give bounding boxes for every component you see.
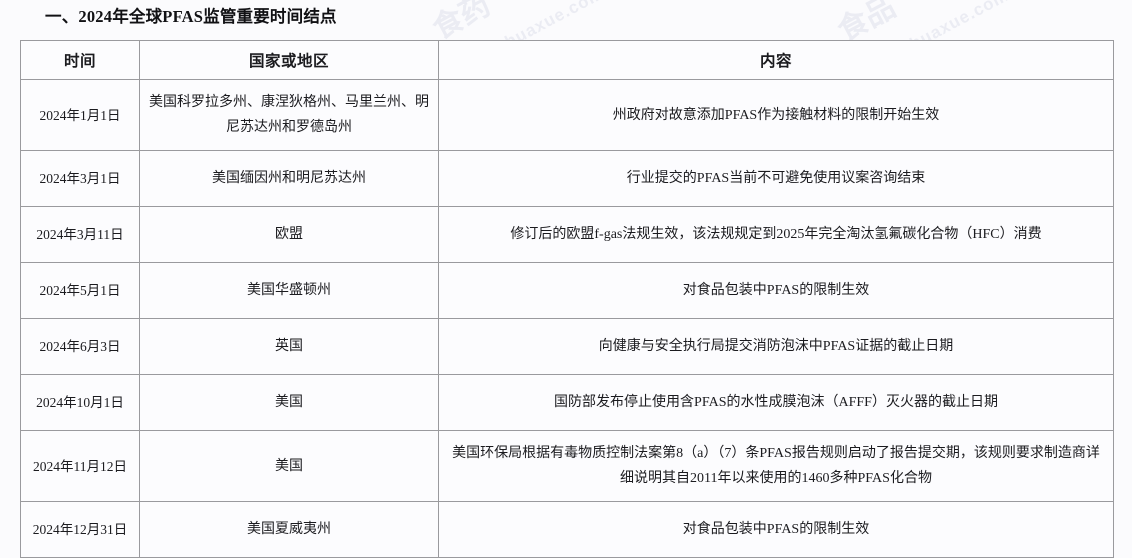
table-row: 2024年12月31日 美国夏威夷州 对食品包装中PFAS的限制生效 [20,501,1114,558]
cell-content: 向健康与安全执行局提交消防泡沫中PFAS证据的截止日期 [438,318,1114,375]
cell-region: 美国缅因州和明尼苏达州 [139,150,439,207]
pfas-regulation-timeline-table: 时间 国家或地区 内容 2024年1月1日 美国科罗拉多州、康涅狄格州、马里兰州… [20,40,1114,558]
table-row: 2024年5月1日 美国华盛顿州 对食品包装中PFAS的限制生效 [20,262,1114,319]
table-row: 2024年10月1日 美国 国防部发布停止使用含PFAS的水性成膜泡沫（AFFF… [20,374,1114,431]
cell-time: 2024年3月1日 [20,150,140,207]
cell-content: 国防部发布停止使用含PFAS的水性成膜泡沫（AFFF）灭火器的截止日期 [438,374,1114,431]
cell-content: 行业提交的PFAS当前不可避免使用议案咨询结束 [438,150,1114,207]
cell-content: 美国环保局根据有毒物质控制法案第8（a）（7）条PFAS报告规则启动了报告提交期… [438,430,1114,502]
cell-content: 对食品包装中PFAS的限制生效 [438,501,1114,558]
table-header: 时间 国家或地区 内容 [20,40,1114,80]
cell-time: 2024年1月1日 [20,79,140,151]
table-row: 2024年11月12日 美国 美国环保局根据有毒物质控制法案第8（a）（7）条P… [20,430,1114,502]
cell-time: 2024年11月12日 [20,430,140,502]
cell-time: 2024年6月3日 [20,318,140,375]
cell-region: 美国 [139,430,439,502]
cell-region: 美国夏威夷州 [139,501,439,558]
cell-content: 州政府对故意添加PFAS作为接触材料的限制开始生效 [438,79,1114,151]
cell-time: 2024年12月31日 [20,501,140,558]
cell-content: 修订后的欧盟f-gas法规生效，该法规规定到2025年完全淘汰氢氟碳化合物（HF… [438,206,1114,263]
cell-time: 2024年10月1日 [20,374,140,431]
cell-region: 美国 [139,374,439,431]
column-header-region: 国家或地区 [139,40,439,80]
column-header-time: 时间 [20,40,140,80]
cell-content: 对食品包装中PFAS的限制生效 [438,262,1114,319]
table-row: 2024年3月1日 美国缅因州和明尼苏达州 行业提交的PFAS当前不可避免使用议… [20,150,1114,207]
table-container: 时间 国家或地区 内容 2024年1月1日 美国科罗拉多州、康涅狄格州、马里兰州… [20,40,1114,558]
table-row: 2024年3月11日 欧盟 修订后的欧盟f-gas法规生效，该法规规定到2025… [20,206,1114,263]
cell-region: 英国 [139,318,439,375]
page-title: 一、2024年全球PFAS监管重要时间结点 [45,7,337,26]
cell-region: 美国华盛顿州 [139,262,439,319]
cell-region: 欧盟 [139,206,439,263]
cell-region: 美国科罗拉多州、康涅狄格州、马里兰州、明尼苏达州和罗德岛州 [139,79,439,151]
table-row: 2024年1月1日 美国科罗拉多州、康涅狄格州、马里兰州、明尼苏达州和罗德岛州 … [20,79,1114,151]
table-body: 2024年1月1日 美国科罗拉多州、康涅狄格州、马里兰州、明尼苏达州和罗德岛州 … [20,79,1114,558]
column-header-content: 内容 [438,40,1114,80]
cell-time: 2024年3月11日 [20,206,140,263]
cell-time: 2024年5月1日 [20,262,140,319]
table-row: 2024年6月3日 英国 向健康与安全执行局提交消防泡沫中PFAS证据的截止日期 [20,318,1114,375]
table-header-row: 时间 国家或地区 内容 [20,40,1114,80]
